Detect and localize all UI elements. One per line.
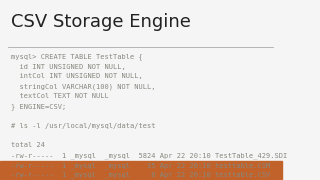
Text: -rw-r-----  1 _mysql  _mysql  5824 Apr 22 20:10 TestTable_429.SDI: -rw-r----- 1 _mysql _mysql 5824 Apr 22 2… bbox=[11, 152, 288, 159]
Text: id INT UNSIGNED NOT NULL,: id INT UNSIGNED NOT NULL, bbox=[11, 64, 126, 69]
Text: stringCol VARCHAR(100) NOT NULL,: stringCol VARCHAR(100) NOT NULL, bbox=[11, 83, 156, 90]
Text: # ls -l /usr/local/mysql/data/test: # ls -l /usr/local/mysql/data/test bbox=[11, 123, 156, 129]
Bar bbox=[0, 161, 282, 179]
Text: mysql> CREATE TABLE TestTable {: mysql> CREATE TABLE TestTable { bbox=[11, 54, 143, 60]
Text: textCol TEXT NOT NULL: textCol TEXT NOT NULL bbox=[11, 93, 109, 99]
Text: -rw-r-----  1 _mysql  _mysql     0 Apr 22 20:10 testtable.CSV: -rw-r----- 1 _mysql _mysql 0 Apr 22 20:1… bbox=[11, 172, 270, 178]
Text: total 24: total 24 bbox=[11, 142, 45, 148]
Text: intCol INT UNSIGNED NOT NULL,: intCol INT UNSIGNED NOT NULL, bbox=[11, 73, 143, 79]
Text: -rw-r-----  1 _mysql  _mysql    35 Apr 22 20:10 testtable.CSM: -rw-r----- 1 _mysql _mysql 35 Apr 22 20:… bbox=[11, 162, 270, 168]
Text: CSV Storage Engine: CSV Storage Engine bbox=[11, 13, 191, 31]
Text: } ENGINE=CSV;: } ENGINE=CSV; bbox=[11, 103, 67, 110]
